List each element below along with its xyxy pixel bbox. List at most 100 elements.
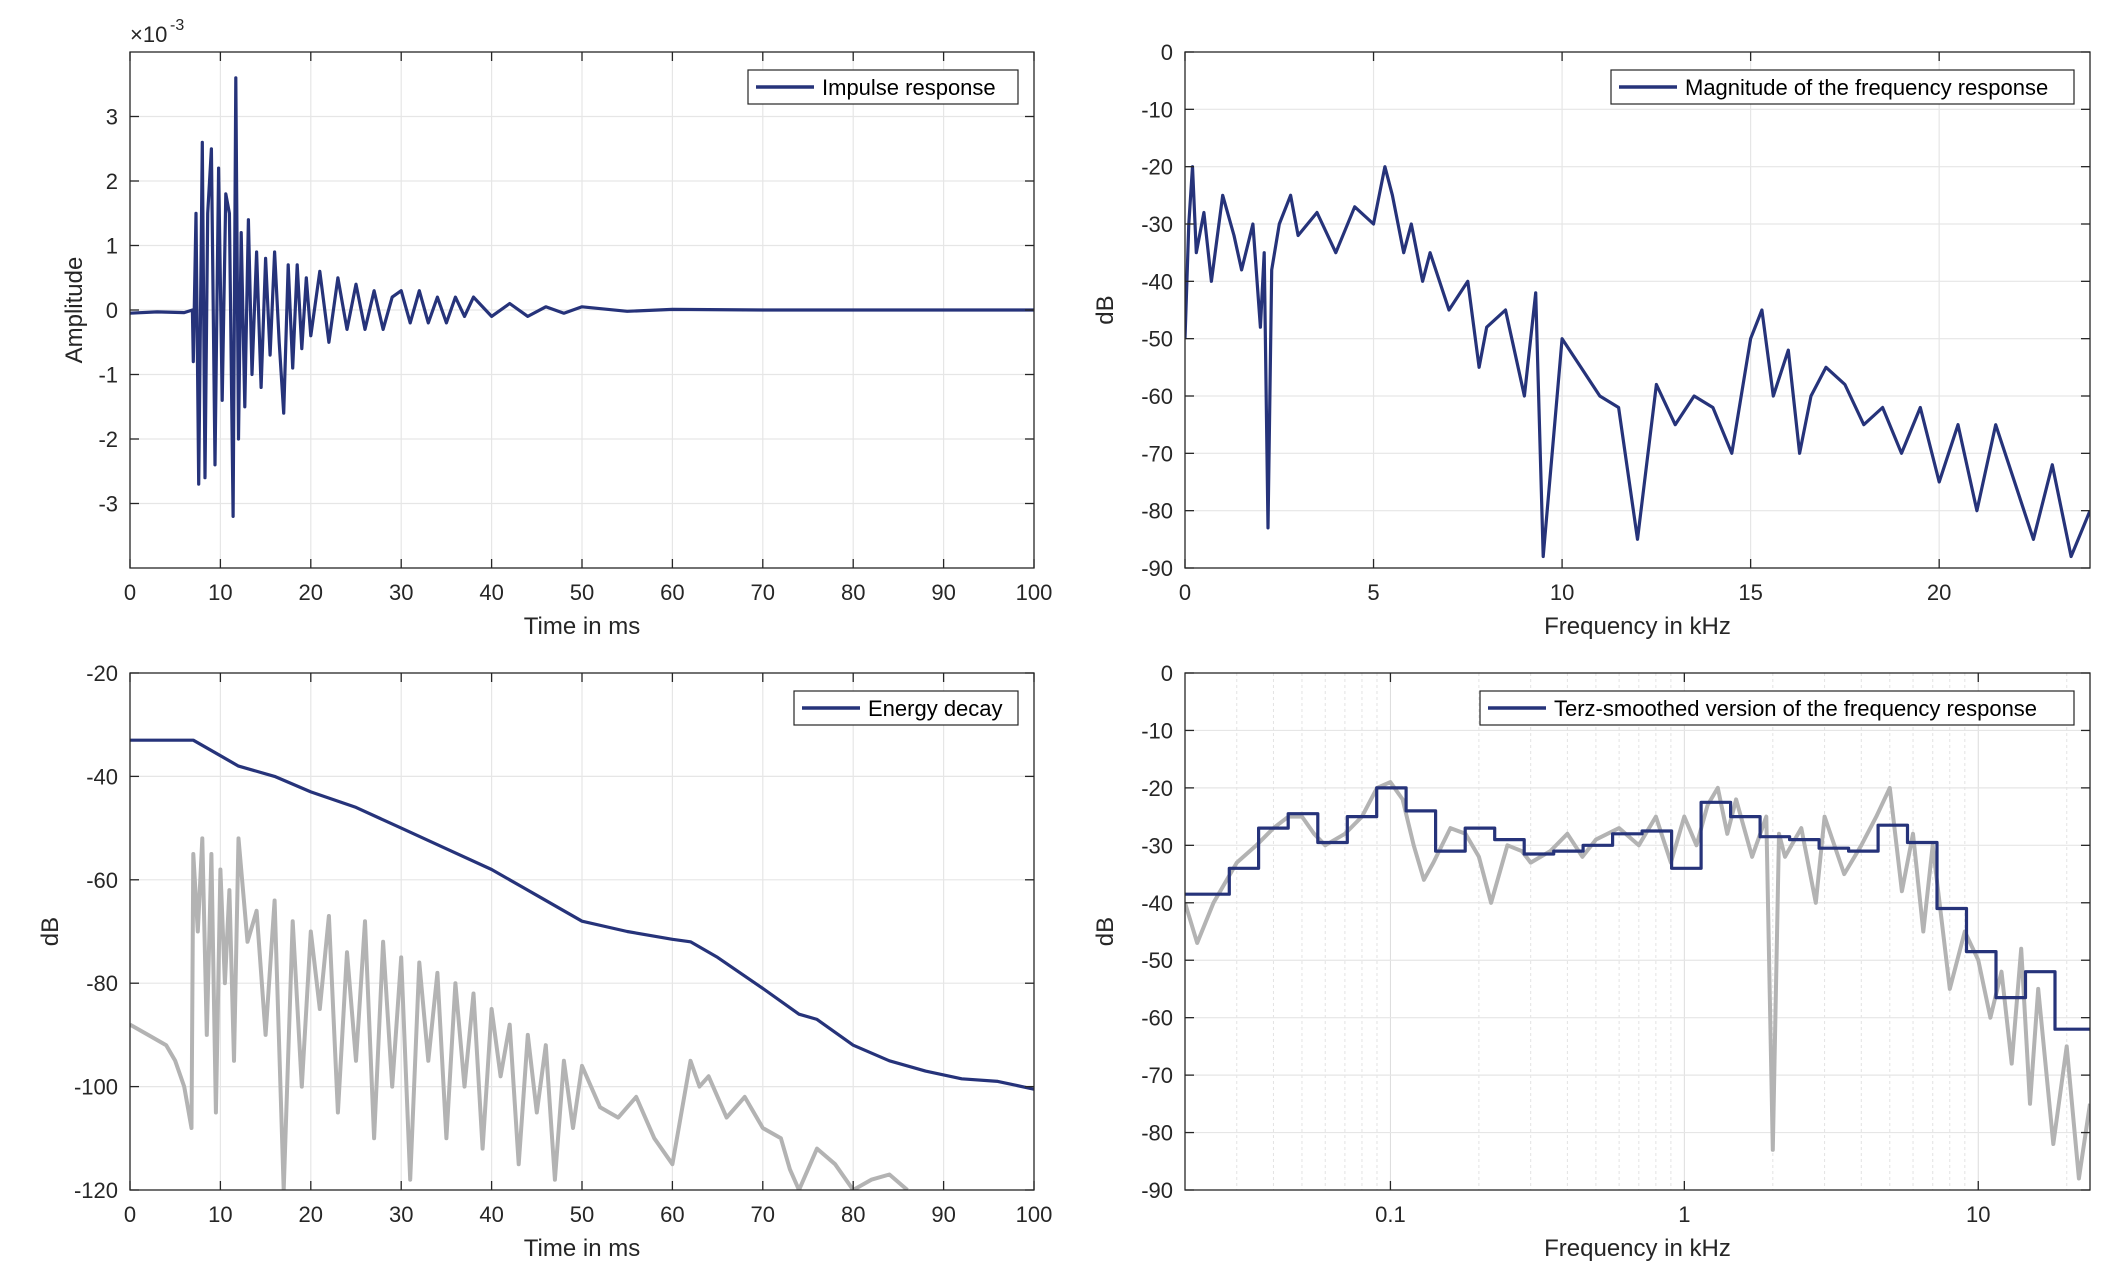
- y-axis-label: Amplitude: [61, 257, 88, 364]
- x-tick-label: 10: [1966, 1202, 1990, 1227]
- x-tick-label: 0: [124, 1202, 136, 1227]
- x-tick-label: 30: [389, 580, 413, 605]
- x-tick-label: 20: [299, 580, 323, 605]
- x-tick-label: 30: [389, 1202, 413, 1227]
- plot-impulse-response: 0 10 20 30 40 50 60 70 80 90 100 -3 -2 -1 0 1 2 3 Time in …: [61, 17, 1052, 640]
- x-tick-label: 100: [1016, 1202, 1053, 1227]
- x-tick-label: 60: [660, 580, 684, 605]
- x-tick-label: 15: [1738, 580, 1762, 605]
- legend: Terz-smoothed version of the frequency r…: [1479, 690, 2075, 726]
- y-tick-label: -80: [86, 971, 118, 996]
- y-tick-label: -120: [74, 1178, 118, 1203]
- grid: [130, 52, 1034, 568]
- y-tick-label: -90: [1141, 556, 1173, 581]
- y-axis-label: dB: [1092, 295, 1119, 324]
- plot-energy-decay: 0 10 20 30 40 50 60 70 80 90 100 -20 -40 -60 -80 -100 -1…: [37, 661, 1052, 1262]
- series-line-gray: [1185, 780, 2090, 1181]
- y-tick-label: -20: [1141, 155, 1173, 180]
- x-tick-label: 0: [124, 580, 136, 605]
- y-tick-label: -60: [1141, 384, 1173, 409]
- x-tick-label: 50: [570, 1202, 594, 1227]
- y-tick-label: -80: [1141, 499, 1173, 524]
- y-tick-label: -50: [1141, 948, 1173, 973]
- y-tick-label: -70: [1141, 1063, 1173, 1088]
- x-axis-label: Frequency in kHz: [1544, 613, 1731, 640]
- y-tick-label: 0: [1161, 661, 1173, 686]
- x-axis-label: Time in ms: [524, 613, 640, 640]
- y-tick-label: -40: [86, 764, 118, 789]
- y-tick-label: 0: [1161, 40, 1173, 65]
- plot-terz-smoothed: 0.1 1 10 0 -10 -20 -30 -40 -50 -60 -70 -80 -90 Freque…: [1092, 661, 2091, 1262]
- exponent-label: ×10: [130, 22, 167, 47]
- y-tick-label: -40: [1141, 891, 1173, 916]
- y-tick-label: -60: [1141, 1006, 1173, 1031]
- y-tick-label: -2: [98, 427, 118, 452]
- axes-box: [1184, 672, 2091, 1191]
- x-tick-label: 40: [479, 580, 503, 605]
- x-axis-label: Time in ms: [524, 1235, 640, 1262]
- x-tick-label: 80: [841, 580, 865, 605]
- y-axis-label: dB: [1092, 917, 1119, 946]
- y-tick-label: 3: [106, 105, 118, 130]
- legend-label: Terz-smoothed version of the frequency r…: [1554, 696, 2037, 721]
- series-line-gray: [130, 836, 909, 1190]
- axes-box: [1184, 51, 2091, 569]
- x-axis-label: Frequency in kHz: [1544, 1235, 1731, 1262]
- x-tick-label: 40: [479, 1202, 503, 1227]
- legend-box: [1610, 69, 2075, 105]
- x-tick-label: 5: [1367, 580, 1379, 605]
- x-tick-label: 60: [660, 1202, 684, 1227]
- y-tick-label: -3: [98, 492, 118, 517]
- plot-area: [1185, 52, 2090, 568]
- legend-label: Magnitude of the frequency response: [1685, 75, 2048, 100]
- x-tick-label: 0: [1179, 580, 1191, 605]
- y-tick-label: -20: [1141, 776, 1173, 801]
- y-tick-label: -80: [1141, 1121, 1173, 1146]
- y-tick-label: -10: [1141, 718, 1173, 743]
- x-tick-label: 50: [570, 580, 594, 605]
- legend-box: [1479, 690, 2075, 726]
- y-tick-label: 2: [106, 169, 118, 194]
- x-tick-label: 10: [1550, 580, 1574, 605]
- legend: Magnitude of the frequency response: [1610, 69, 2075, 105]
- y-tick-label: -70: [1141, 441, 1173, 466]
- y-tick-label: -90: [1141, 1178, 1173, 1203]
- series-line-primary: [1185, 165, 2090, 559]
- y-tick-label: -10: [1141, 97, 1173, 122]
- y-tick-label: -100: [74, 1075, 118, 1100]
- y-tick-label: -20: [86, 661, 118, 686]
- x-tick-label: 90: [931, 1202, 955, 1227]
- y-axis-label: dB: [37, 917, 64, 946]
- grid: [1185, 52, 2090, 568]
- legend: Impulse response: [747, 69, 1019, 105]
- y-tick-label: -60: [86, 868, 118, 893]
- x-tick-label: 20: [299, 1202, 323, 1227]
- y-tick-label: -30: [1141, 833, 1173, 858]
- x-tick-label: 10: [208, 1202, 232, 1227]
- y-tick-label: -50: [1141, 327, 1173, 352]
- x-tick-label: 100: [1016, 580, 1053, 605]
- exponent-power: -3: [170, 17, 184, 34]
- y-tick-label: 0: [106, 298, 118, 323]
- y-tick-label: -1: [98, 363, 118, 388]
- x-tick-label: 70: [751, 580, 775, 605]
- x-tick-label: 10: [208, 580, 232, 605]
- legend-label: Impulse response: [822, 75, 996, 100]
- x-tick-label: 0.1: [1375, 1202, 1406, 1227]
- x-tick-label: 1: [1678, 1202, 1690, 1227]
- series-line-primary: [130, 738, 1034, 1091]
- plot-frequency-magnitude: 0 5 10 15 20 0 -10 -20 -30 -40 -50 -60 -70 -80 -90 Freq…: [1092, 40, 2091, 640]
- x-tick-label: 20: [1927, 580, 1951, 605]
- x-tick-label: 90: [931, 580, 955, 605]
- x-tick-label: 80: [841, 1202, 865, 1227]
- legend-label: Energy decay: [868, 696, 1003, 721]
- legend-box: [793, 690, 1019, 726]
- plot-area: [1185, 673, 2090, 1190]
- grid: [1185, 673, 2090, 1190]
- series-line-primary: [1185, 786, 2090, 1031]
- y-tick-label: -30: [1141, 212, 1173, 237]
- series-line-primary: [130, 76, 1034, 518]
- x-tick-label: 70: [751, 1202, 775, 1227]
- legend: Energy decay: [793, 690, 1019, 726]
